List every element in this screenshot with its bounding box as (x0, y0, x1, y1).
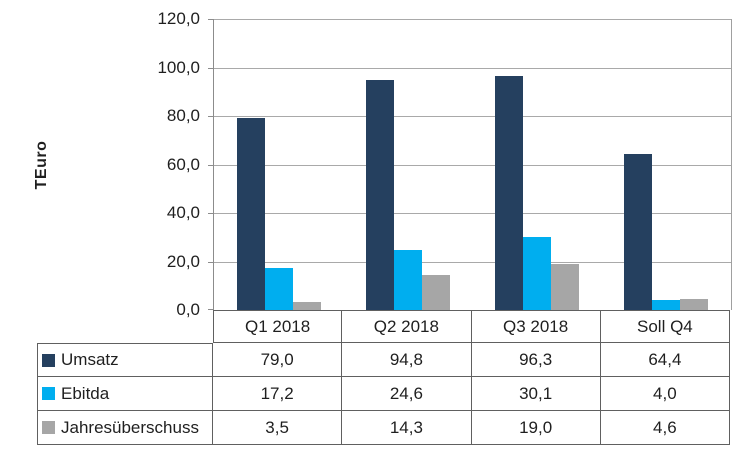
gridline (214, 19, 731, 20)
table-value: 17,2 (213, 377, 343, 411)
bar-umsatz-soll-q4 (624, 154, 652, 310)
y-axis-tickmark (208, 262, 214, 263)
table-value: 79,0 (213, 343, 343, 377)
y-axis-tickmark (208, 68, 214, 69)
bar-jahresüberschuss-q3-2018 (551, 264, 579, 310)
category-header: Q2 2018 (342, 310, 472, 343)
series-name: Jahresüberschuss (61, 417, 199, 437)
series-label-ebitda: Ebitda (37, 377, 213, 411)
table-value: 14,3 (342, 411, 472, 445)
category-header: Soll Q4 (600, 310, 730, 343)
bar-ebitda-q1-2018 (265, 268, 293, 310)
bar-jahresüberschuss-soll-q4 (680, 299, 708, 310)
y-axis-tickmark (208, 116, 214, 117)
legend-swatch-umsatz (42, 353, 55, 367)
y-axis-tickmark (208, 19, 214, 20)
series-name: Umsatz (61, 350, 119, 369)
table-corner-spacer (37, 310, 213, 343)
bar-jahresüberschuss-q2-2018 (422, 275, 450, 310)
legend-swatch-ebitda (42, 387, 55, 400)
y-axis-tickmark (208, 309, 214, 310)
y-axis-tick-labels: 0,0 20,0 40,0 60,0 80,0 100,0 120,0 (120, 9, 200, 319)
gridline (214, 68, 731, 69)
table-value: 30,1 (471, 377, 601, 411)
gridline (214, 262, 731, 263)
y-axis-tick-label: 0,0 (176, 300, 200, 319)
bar-ebitda-q3-2018 (523, 237, 551, 310)
data-table: Q1 2018 Q2 2018 Q3 2018 Soll Q4 Umsatz 79,0 94… (37, 310, 730, 445)
y-axis-tickmark (208, 165, 214, 166)
table-value: 96,3 (471, 343, 601, 377)
category-header: Q1 2018 (213, 310, 343, 343)
table-value: 64,4 (600, 343, 730, 377)
table-value: 94,8 (342, 343, 472, 377)
gridline (214, 116, 731, 117)
bar-ebitda-soll-q4 (652, 300, 680, 310)
series-label-umsatz: Umsatz (37, 343, 213, 377)
table-value: 4,0 (600, 377, 730, 411)
y-axis-tick-label: 80,0 (166, 106, 200, 125)
gridline (214, 165, 731, 166)
legend-swatch-jahresüberschuss (42, 421, 55, 434)
y-axis-tick-label: 60,0 (166, 155, 200, 174)
bar-umsatz-q2-2018 (366, 80, 394, 310)
series-name: Ebitda (61, 383, 110, 403)
bar-jahresüberschuss-q1-2018 (293, 302, 321, 310)
y-axis-tick-label: 100,0 (157, 58, 200, 77)
y-axis-tick-label: 40,0 (166, 203, 200, 222)
y-axis-tick-label: 120,0 (157, 9, 200, 28)
table-value: 4,6 (600, 411, 730, 445)
plot-area (208, 19, 732, 310)
bar-ebitda-q2-2018 (394, 250, 422, 310)
category-header: Q3 2018 (471, 310, 601, 343)
bar-umsatz-q1-2018 (237, 118, 265, 310)
table-value: 3,5 (213, 411, 343, 445)
gridline (214, 213, 731, 214)
table-value: 19,0 (471, 411, 601, 445)
bar-umsatz-q3-2018 (495, 76, 523, 310)
series-label-jahresüberschuss: Jahresüberschuss (37, 411, 213, 445)
y-axis-tickmark (208, 213, 214, 214)
y-axis-title: TEuro (33, 140, 50, 190)
y-axis-tick-label: 20,0 (166, 252, 200, 271)
table-value: 24,6 (342, 377, 472, 411)
